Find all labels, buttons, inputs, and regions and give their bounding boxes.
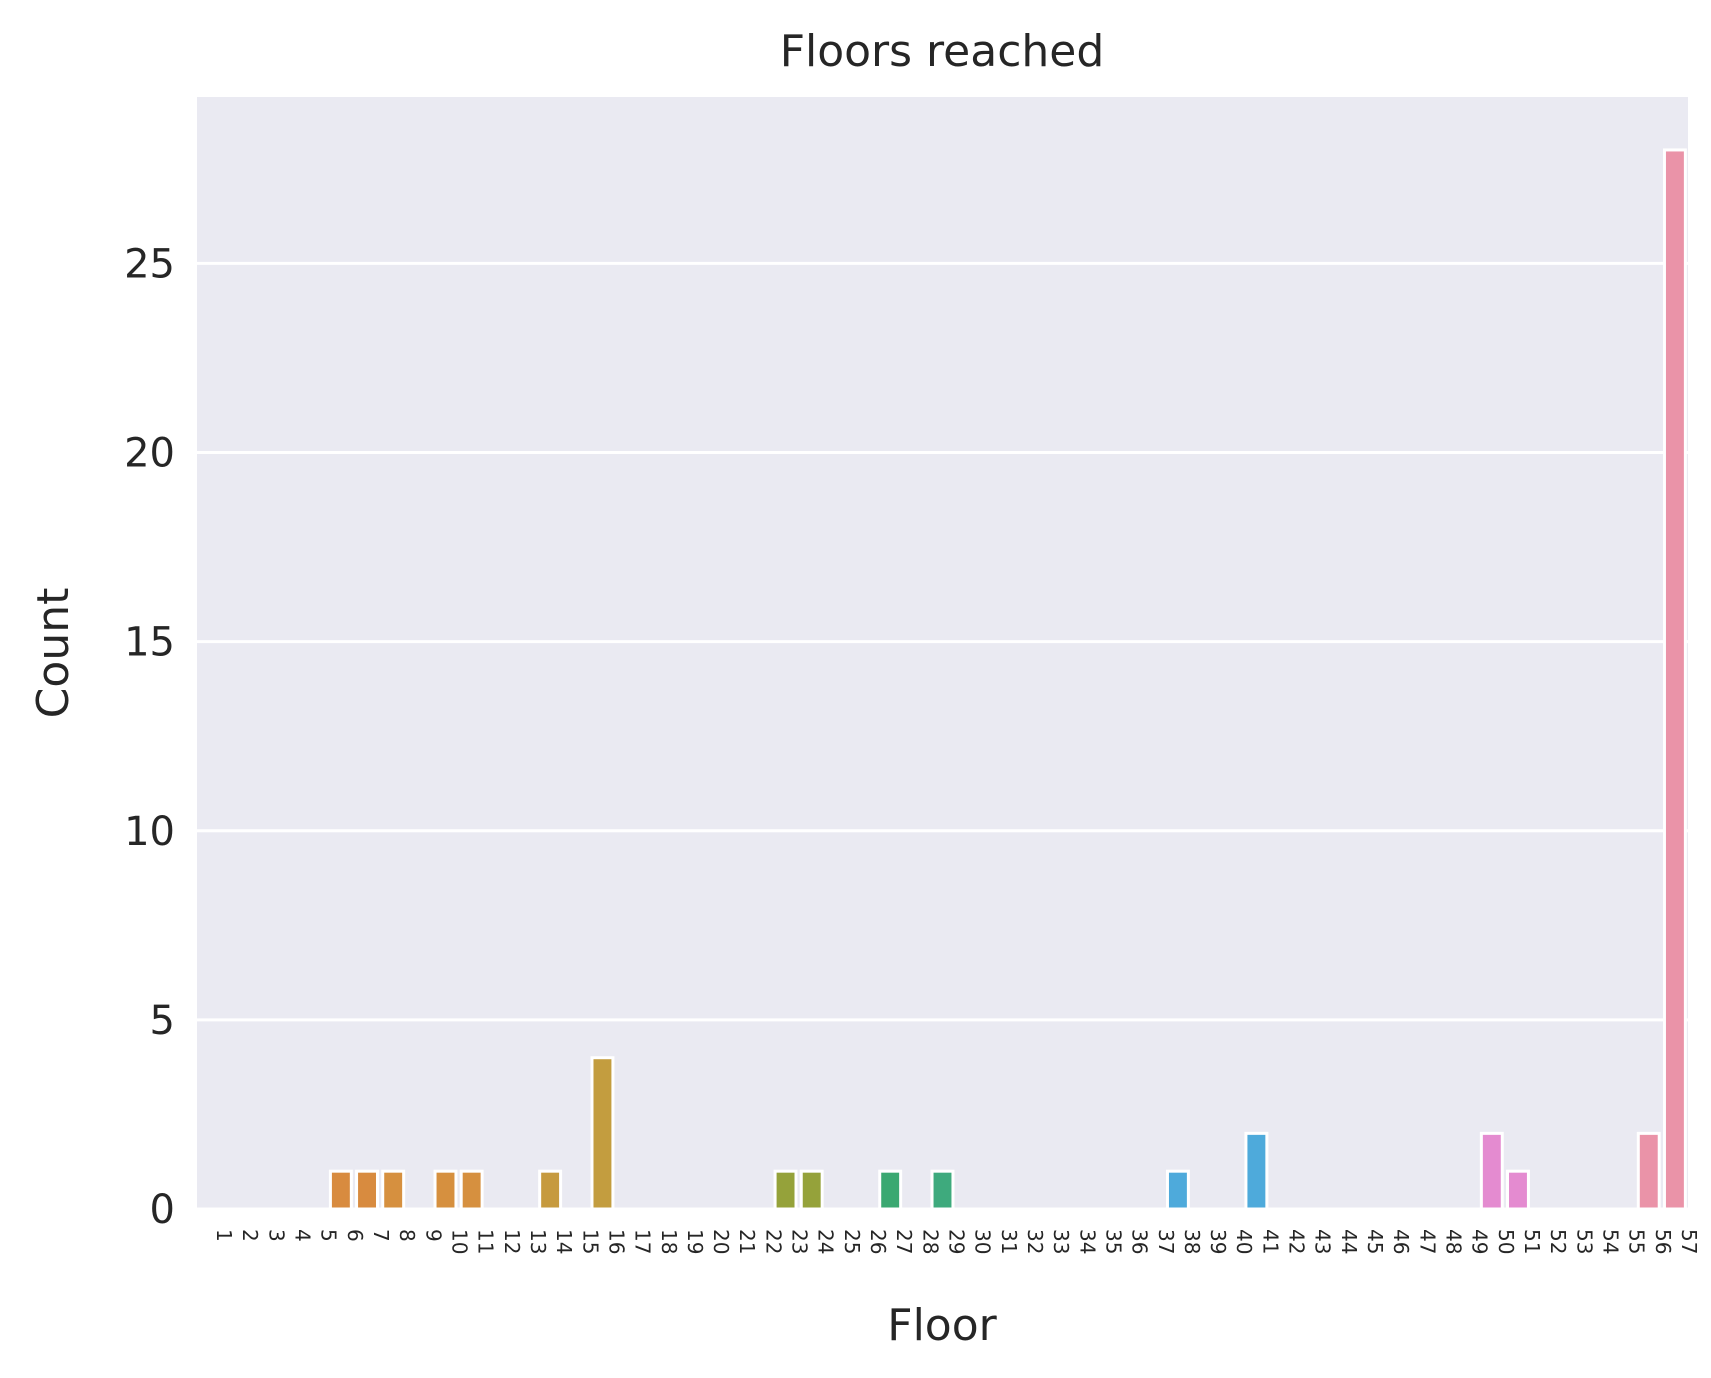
x-tick-label: 2 xyxy=(238,1229,262,1242)
bar-floor-16 xyxy=(590,1056,615,1211)
x-tick-label: 15 xyxy=(578,1229,602,1254)
x-tick-label: 23 xyxy=(788,1229,812,1254)
bar-floor-51 xyxy=(1506,1169,1530,1211)
x-axis-label: Floor xyxy=(887,1300,997,1351)
chart-title: Floors reached xyxy=(780,26,1105,77)
plot-background xyxy=(197,97,1688,1209)
x-tick-label: 25 xyxy=(840,1229,864,1254)
y-tick-label: 15 xyxy=(124,620,175,666)
bar-floor-24 xyxy=(799,1169,824,1211)
y-tick-label: 5 xyxy=(150,998,175,1044)
x-tick-label: 5 xyxy=(317,1229,341,1242)
x-tick-label: 11 xyxy=(474,1229,498,1254)
x-tick-label: 36 xyxy=(1128,1229,1152,1254)
x-tick-label: 33 xyxy=(1049,1229,1073,1254)
bar-floor-50 xyxy=(1479,1131,1504,1211)
x-tick-label: 41 xyxy=(1258,1229,1282,1254)
x-tick-label: 18 xyxy=(657,1229,681,1254)
x-tick-label: 50 xyxy=(1494,1229,1518,1254)
y-tick-labels: 0 5 10 15 20 25 xyxy=(124,241,175,1233)
x-tick-label: 56 xyxy=(1651,1229,1675,1254)
x-tick-label: 26 xyxy=(866,1229,890,1254)
x-tick-label: 16 xyxy=(604,1229,628,1254)
bar-floor-23 xyxy=(773,1169,798,1211)
x-tick-label: 31 xyxy=(997,1229,1021,1254)
bar-floor-6 xyxy=(328,1169,353,1211)
bar-floor-7 xyxy=(355,1169,379,1211)
x-tick-label: 52 xyxy=(1546,1229,1570,1254)
x-tick-labels: 1 2 3 4 5 6 7 8 9 10 11 12 13 14 15 16 17 18 19 20 21 22 23 24 2… xyxy=(212,1229,1701,1254)
x-tick-label: 29 xyxy=(945,1229,969,1254)
x-tick-label: 46 xyxy=(1389,1229,1413,1254)
x-tick-label: 28 xyxy=(918,1229,942,1254)
y-tick-label: 10 xyxy=(124,809,175,855)
bar-floor-38 xyxy=(1165,1169,1190,1211)
bar-floor-29 xyxy=(930,1169,955,1211)
x-tick-label: 14 xyxy=(552,1229,576,1254)
x-tick-label: 1 xyxy=(212,1229,236,1242)
x-tick-label: 8 xyxy=(395,1229,419,1242)
bar-floor-11 xyxy=(459,1169,484,1211)
x-tick-label: 27 xyxy=(892,1229,916,1254)
x-tick-label: 45 xyxy=(1363,1229,1387,1254)
x-tick-label: 37 xyxy=(1154,1229,1178,1254)
x-tick-label: 38 xyxy=(1180,1229,1204,1254)
x-tick-label: 51 xyxy=(1520,1229,1544,1254)
x-tick-label: 30 xyxy=(971,1229,995,1254)
x-tick-label: 17 xyxy=(631,1229,655,1254)
x-tick-label: 21 xyxy=(735,1229,759,1254)
x-tick-label: 32 xyxy=(1023,1229,1047,1254)
x-tick-label: 53 xyxy=(1572,1229,1596,1254)
y-axis-label: Count xyxy=(28,588,79,719)
x-tick-label: 6 xyxy=(343,1229,367,1242)
x-tick-label: 12 xyxy=(500,1229,524,1254)
x-tick-label: 22 xyxy=(761,1229,785,1254)
x-tick-label: 42 xyxy=(1285,1229,1309,1254)
x-tick-label: 3 xyxy=(264,1229,288,1242)
x-tick-label: 40 xyxy=(1232,1229,1256,1254)
y-tick-label: 25 xyxy=(124,241,175,287)
x-tick-label: 54 xyxy=(1598,1229,1622,1254)
x-tick-label: 49 xyxy=(1468,1229,1492,1254)
x-tick-label: 10 xyxy=(448,1229,472,1254)
x-tick-label: 34 xyxy=(1075,1229,1099,1254)
bar-floor-8 xyxy=(381,1169,406,1211)
x-tick-label: 39 xyxy=(1206,1229,1230,1254)
bar-floor-41 xyxy=(1244,1131,1269,1211)
x-tick-label: 48 xyxy=(1442,1229,1466,1254)
x-tick-label: 20 xyxy=(709,1229,733,1254)
y-tick-label: 0 xyxy=(150,1187,175,1233)
x-tick-label: 13 xyxy=(526,1229,550,1254)
bar-floor-56 xyxy=(1636,1131,1661,1211)
bar-floor-27 xyxy=(878,1169,903,1211)
x-tick-label: 4 xyxy=(291,1229,315,1242)
x-tick-label: 57 xyxy=(1677,1229,1701,1254)
x-tick-label: 55 xyxy=(1625,1229,1649,1254)
x-tick-label: 19 xyxy=(683,1229,707,1254)
bar-floor-10 xyxy=(433,1169,458,1211)
bar-floor-57 xyxy=(1662,148,1687,1211)
x-tick-label: 35 xyxy=(1101,1229,1125,1254)
x-tick-label: 47 xyxy=(1415,1229,1439,1254)
x-tick-label: 43 xyxy=(1311,1229,1335,1254)
bar-floor-14 xyxy=(538,1169,563,1211)
x-tick-label: 44 xyxy=(1337,1229,1361,1254)
y-tick-label: 20 xyxy=(124,431,175,477)
x-tick-label: 24 xyxy=(814,1229,838,1254)
x-tick-label: 7 xyxy=(369,1229,393,1242)
bars xyxy=(328,148,1687,1211)
x-tick-label: 9 xyxy=(421,1229,445,1242)
